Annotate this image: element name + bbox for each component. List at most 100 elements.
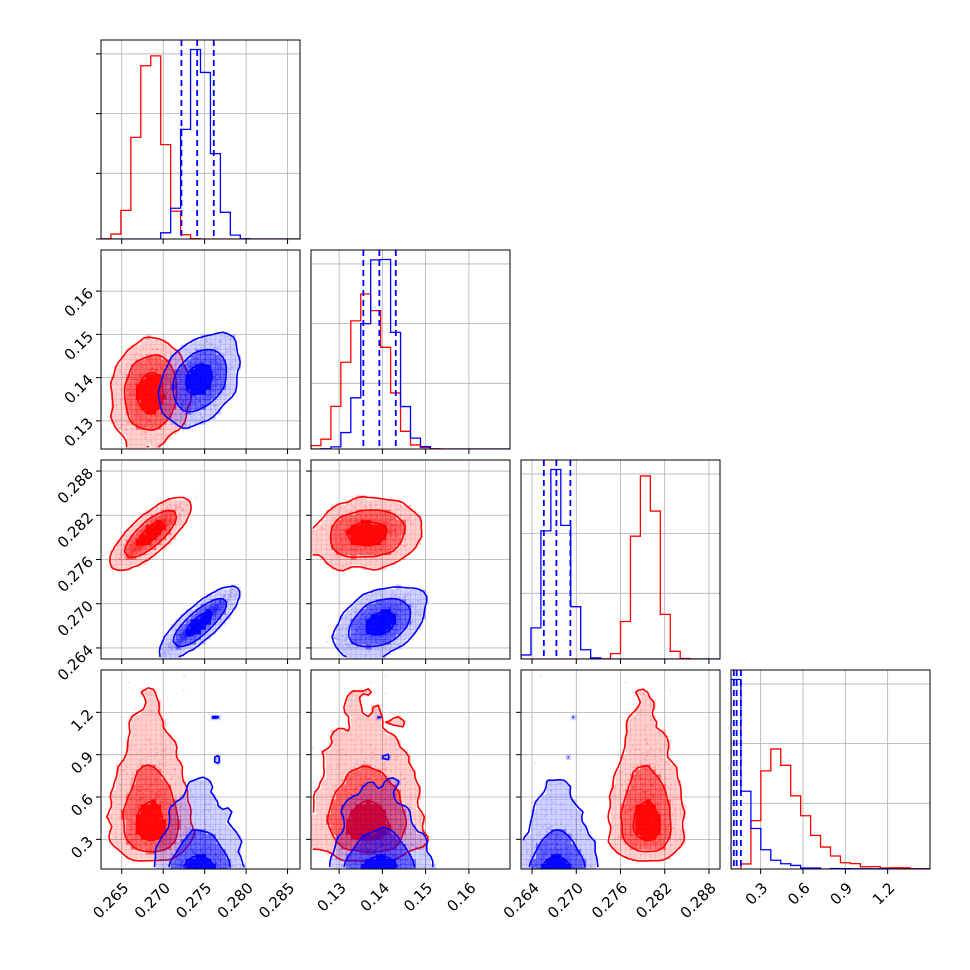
histogram-marks	[731, 670, 930, 869]
scatter-point	[151, 347, 154, 350]
scatter-point	[167, 402, 170, 405]
density-cell	[185, 404, 192, 410]
scatter-point	[170, 647, 173, 650]
density-cell	[170, 359, 177, 365]
scatter-point	[176, 360, 179, 363]
scatter-marks	[109, 495, 242, 659]
density-cell	[180, 409, 187, 415]
density-cell	[210, 349, 216, 355]
density-cell	[170, 414, 177, 420]
density-cell	[165, 404, 172, 410]
scatter-point	[180, 412, 183, 415]
scatter-point	[144, 431, 147, 434]
density-cell	[165, 414, 172, 420]
density-cell	[110, 559, 117, 565]
density-cell	[130, 344, 137, 350]
scatter-point	[174, 406, 177, 409]
scatter-point	[118, 426, 122, 430]
scatter-point	[230, 360, 233, 364]
scatter-point	[143, 431, 146, 434]
density-cell	[145, 399, 152, 405]
density-cell	[165, 429, 172, 435]
density-cell	[160, 404, 167, 410]
panel-frame	[520, 459, 721, 660]
density-cell	[170, 519, 177, 526]
density-cell	[180, 414, 187, 420]
density-cell	[215, 359, 221, 365]
density-cell	[125, 434, 132, 440]
histogram-blue-series	[731, 678, 930, 869]
density-cell	[175, 389, 182, 395]
density-cell	[120, 414, 127, 420]
density-cell	[160, 384, 167, 390]
density-cell	[215, 374, 221, 380]
density-cell	[130, 534, 137, 541]
density-cell	[200, 399, 206, 405]
density-cell	[125, 399, 132, 405]
density-cell	[160, 379, 167, 385]
scatter-point	[201, 415, 204, 419]
density-cell	[160, 339, 167, 346]
density-cell	[160, 379, 167, 385]
scatter-point	[225, 348, 229, 351]
density-cell	[115, 419, 122, 425]
density-cell	[155, 419, 162, 425]
scatter-point	[226, 370, 230, 374]
density-cell	[230, 359, 236, 365]
density-cell	[140, 554, 147, 560]
density-cell	[160, 344, 167, 350]
scatter-point	[124, 428, 128, 431]
scatter-point	[168, 641, 172, 645]
scatter-point	[119, 402, 123, 405]
density-cell	[115, 369, 122, 375]
density-cell	[145, 434, 152, 440]
density-cell	[150, 514, 157, 521]
density-cell	[150, 359, 157, 365]
density-cell	[175, 399, 182, 405]
density-cell	[150, 509, 157, 516]
density-cell	[130, 559, 137, 565]
scatter-point	[127, 420, 130, 424]
density-cell	[185, 504, 192, 511]
density-cell	[155, 509, 162, 516]
scatter-point	[167, 408, 170, 412]
scatter-point	[178, 505, 181, 509]
density-cell	[110, 409, 117, 415]
density-cell	[150, 419, 157, 425]
density-cell	[170, 374, 177, 380]
scatter-point	[186, 504, 189, 507]
scatter-point	[175, 417, 179, 420]
density-cell	[185, 509, 192, 516]
density-cell	[165, 409, 172, 415]
density-cell	[190, 389, 197, 395]
density-cell	[220, 339, 226, 346]
density-cell	[165, 369, 172, 375]
density-cell	[130, 444, 137, 449]
scatter-point	[234, 359, 237, 362]
density-cell	[175, 364, 182, 370]
scatter-point	[183, 422, 186, 425]
density-cell	[140, 389, 147, 395]
scatter-panel-2-0	[96, 459, 301, 664]
density-cell	[165, 384, 172, 390]
density-cell	[115, 394, 122, 400]
density-cell	[160, 394, 167, 400]
scatter-point	[132, 354, 135, 357]
density-cell	[230, 349, 236, 355]
density-cell	[160, 439, 167, 445]
density-cell	[205, 344, 211, 350]
density-cell	[120, 409, 127, 415]
scatter-point	[124, 556, 127, 560]
density-cell	[200, 384, 206, 390]
density-cell	[215, 334, 221, 341]
density-cell	[160, 539, 167, 546]
density-cell	[140, 384, 147, 390]
scatter-point	[235, 590, 238, 594]
density-cell	[180, 384, 187, 390]
density-cell	[160, 399, 167, 405]
density-cell	[150, 349, 157, 355]
scatter-point	[227, 386, 230, 390]
density-cell	[220, 349, 226, 355]
density-cell	[155, 504, 162, 511]
